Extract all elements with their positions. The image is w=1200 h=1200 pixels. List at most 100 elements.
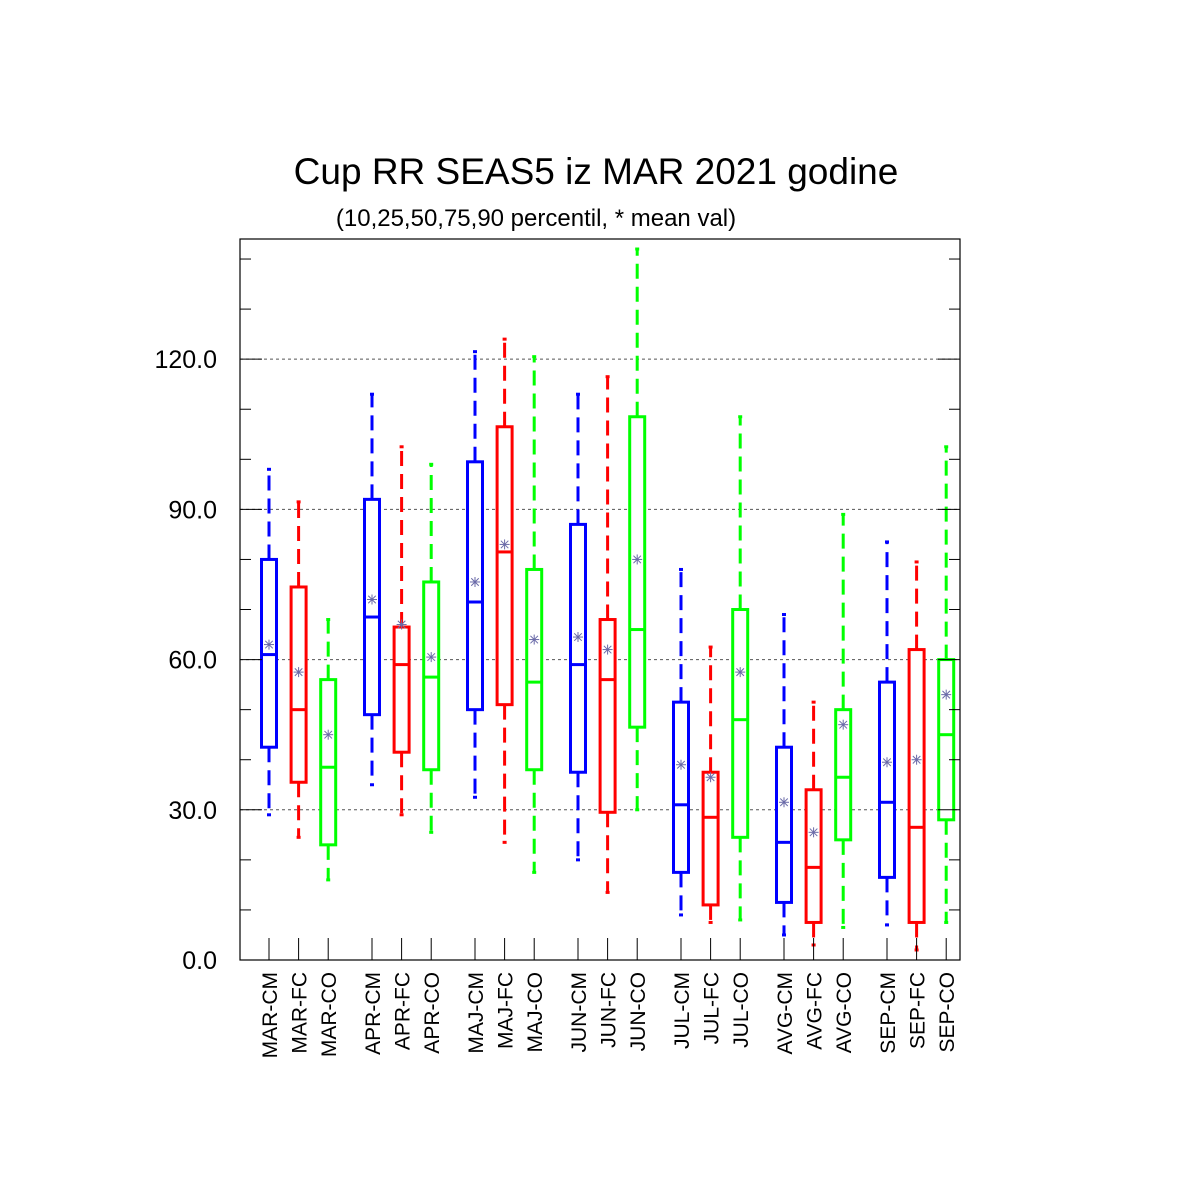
box-body	[628, 415, 647, 729]
plot-frame	[239, 238, 961, 961]
y-tick-label: 90.0	[168, 496, 217, 524]
box-body	[731, 608, 750, 839]
mean-stroke	[500, 540, 509, 549]
box-maj-fc	[495, 337, 514, 844]
box-body	[775, 745, 793, 904]
chart-subtitle: (10,25,50,75,90 percentil, * mean val)	[336, 205, 736, 232]
mean-marker	[838, 719, 849, 730]
box-body	[392, 625, 411, 754]
box-body	[289, 585, 308, 784]
mean-marker	[882, 757, 892, 768]
mean-marker	[808, 827, 819, 838]
box-body	[319, 678, 338, 847]
x-tick-label: MAR-CO	[318, 972, 341, 1057]
box-maj-co	[525, 355, 544, 874]
box-body	[907, 648, 926, 924]
mean-stroke	[324, 730, 333, 739]
mean-stroke	[573, 632, 583, 642]
mean-marker	[676, 759, 686, 770]
mean-stroke	[294, 667, 303, 677]
box-avg-co	[834, 512, 853, 929]
box-body	[598, 618, 617, 814]
box-jun-fc	[598, 375, 617, 894]
mean-marker	[264, 639, 274, 650]
mean-stroke	[882, 758, 892, 767]
x-tick-label: MAJ-CM	[465, 972, 488, 1054]
y-tick-label: 30.0	[168, 797, 217, 825]
mean-marker	[323, 729, 334, 740]
mean-marker	[602, 644, 613, 655]
mean-stroke	[427, 652, 436, 662]
box-sep-cm	[878, 540, 896, 927]
x-tick-label: SEP-CM	[877, 972, 900, 1054]
mean-stroke	[367, 595, 377, 604]
box-body	[569, 522, 587, 774]
mean-marker	[779, 797, 789, 808]
box-body	[937, 658, 956, 822]
mean-stroke	[264, 640, 274, 649]
mean-marker	[735, 667, 746, 678]
box-jul-co	[731, 415, 750, 922]
mean-marker	[941, 689, 952, 700]
y-tick-label: 60.0	[168, 647, 217, 675]
mean-stroke	[942, 690, 951, 699]
mean-stroke	[779, 798, 789, 807]
box-jul-fc	[701, 645, 720, 924]
mean-marker	[529, 634, 540, 645]
mean-marker	[396, 619, 407, 630]
mean-stroke	[530, 635, 539, 644]
y-tick-label: 120.0	[154, 346, 217, 374]
x-tick-label: JUN-FC	[598, 972, 621, 1048]
box-jul-cm	[672, 567, 690, 917]
x-tick-label: AVG-FC	[804, 972, 827, 1050]
mean-marker	[470, 576, 480, 587]
mean-marker	[911, 754, 922, 765]
box-body	[525, 567, 544, 772]
box-jun-co	[628, 247, 647, 812]
box-apr-fc	[392, 445, 411, 817]
box-avg-fc	[804, 700, 823, 947]
mean-stroke	[603, 645, 612, 654]
x-tick-label: JUL-CM	[671, 972, 694, 1049]
box-sep-fc	[907, 560, 926, 952]
box-jun-cm	[569, 392, 587, 862]
x-tick-label: MAJ-FC	[495, 972, 518, 1049]
box-avg-cm	[775, 613, 793, 937]
box-body	[878, 680, 896, 879]
x-tick-label: JUN-CM	[568, 972, 591, 1052]
box-sep-co	[937, 445, 956, 924]
box-body	[363, 497, 381, 717]
box-apr-co	[422, 462, 441, 834]
x-tick-label: APR-FC	[392, 972, 415, 1050]
x-tick-label: MAJ-CO	[524, 972, 547, 1053]
y-tick-label: 0.0	[182, 947, 217, 975]
box-body	[834, 708, 853, 842]
mean-stroke	[912, 755, 921, 764]
x-tick-label: MAR-FC	[289, 972, 312, 1054]
mean-marker	[705, 772, 716, 783]
box-series	[260, 247, 956, 952]
mean-stroke	[633, 555, 642, 564]
axes: 0.0 30.0 60.0 90.0 120.0 MAR-CM MAR-FC MAR-CO AP…	[154, 258, 960, 1058]
x-tick-label: JUL-FC	[701, 972, 724, 1044]
box-body	[804, 788, 823, 924]
mean-marker	[293, 667, 304, 678]
mean-marker	[426, 652, 437, 663]
x-tick-label: AVG-CO	[833, 972, 856, 1053]
mean-marker	[573, 632, 583, 643]
mean-marker	[632, 554, 643, 565]
x-tick-label: SEP-CO	[936, 972, 959, 1053]
box-mar-fc	[289, 500, 308, 839]
mean-marker	[499, 539, 510, 550]
box-mar-cm	[260, 467, 278, 817]
chart-title: Cup RR SEAS5 iz MAR 2021 godine	[294, 151, 899, 192]
mean-stroke	[736, 667, 745, 677]
mean-stroke	[809, 828, 818, 837]
x-tick-label: MAR-CM	[259, 972, 282, 1058]
mean-stroke	[839, 720, 848, 729]
box-maj-cm	[466, 350, 484, 799]
mean-stroke	[706, 773, 715, 782]
x-tick-label: AVG-CM	[774, 972, 797, 1054]
box-apr-cm	[363, 392, 381, 787]
